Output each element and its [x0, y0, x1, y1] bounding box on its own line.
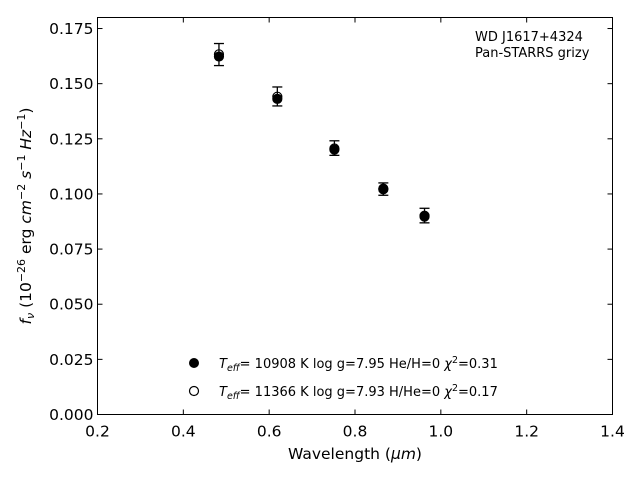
legend-filled-chi-value: =0.31	[458, 357, 498, 372]
legend-open-eff: eff	[227, 391, 241, 402]
y-tick-label: 0.000	[49, 406, 93, 424]
open-marker	[378, 183, 389, 194]
x-tick-label: 0.8	[343, 423, 368, 441]
y-tick-label: 0.150	[49, 75, 93, 93]
x-axis-label-suffix: )	[416, 445, 422, 463]
y-label-exp-neg1a: −1	[15, 155, 28, 171]
y-label-exp-neg1b: −1	[15, 114, 28, 130]
x-tick-label: 1.2	[514, 423, 539, 441]
legend-open-two: 2	[452, 383, 458, 394]
legend-entry-open: Teff= 11366 K log g=7.93 H/He=0 χ2=0.17	[219, 383, 498, 402]
legend-marker-open	[188, 385, 200, 397]
x-tick-label: 0.4	[171, 423, 196, 441]
y-label-exp-neg26: −26	[15, 259, 28, 282]
open-marker	[272, 91, 283, 102]
y-tick-label: 0.050	[49, 296, 93, 314]
y-label-erg: erg	[17, 224, 35, 259]
y-label-close: )	[17, 108, 35, 114]
filled-marker	[213, 51, 225, 62]
x-tick-label: 1.0	[429, 423, 454, 441]
x-axis-ticks: 0.2 0.4 0.6 0.8 1.0 1.2 1.4	[85, 17, 625, 441]
y-label-s: s	[17, 171, 35, 179]
y-label-f: f	[17, 316, 35, 324]
plot-frame	[97, 17, 613, 415]
y-tick-label: 0.175	[49, 20, 93, 38]
legend-marker-filled	[189, 358, 199, 368]
legend-entry-filled: Teff= 10908 K log g=7.95 He/H=0 χ2=0.31	[219, 355, 498, 374]
y-label-exp-neg2: −2	[15, 184, 28, 200]
legend-filled-eff: eff	[227, 363, 241, 374]
filled-marker	[272, 93, 283, 104]
y-label-open: (10	[17, 282, 35, 313]
x-axis-label-prefix: Wavelength (	[288, 445, 391, 463]
y-label-cm: cm	[17, 200, 35, 224]
legend-filled-logg: log g=7.95	[313, 357, 385, 372]
legend-filled-comp: He/H=0	[389, 357, 440, 372]
legend-filled-chi: χ	[443, 357, 453, 372]
y-tick-label: 0.125	[49, 130, 93, 148]
legend-open-logg: log g=7.93	[313, 385, 385, 400]
x-tick-label: 1.4	[600, 423, 625, 441]
legend: Teff= 10908 K log g=7.95 He/H=0 χ2=0.31 …	[188, 355, 498, 402]
y-axis-label: fν (10−26 erg cm−2 s−1 Hz−1)	[15, 108, 37, 325]
open-marker	[213, 49, 225, 60]
legend-filled-teff: = 10908 K	[240, 357, 310, 372]
open-marker	[329, 143, 340, 154]
y-label-hz: Hz	[17, 129, 35, 150]
y-tick-label: 0.100	[49, 185, 93, 203]
annotation-line-1: WD J1617+4324	[475, 30, 583, 45]
legend-filled-T: T	[219, 357, 228, 372]
y-tick-label: 0.025	[49, 351, 93, 369]
y-axis-ticks: 0.000 0.025 0.050 0.075 0.100 0.125 0.150 0.175	[49, 20, 613, 424]
annotation-line-2: Pan-STARRS grizy	[475, 46, 590, 61]
legend-open-chi: χ	[443, 385, 453, 400]
x-tick-label: 0.2	[85, 423, 110, 441]
error-bars	[213, 42, 430, 224]
data-markers	[213, 49, 430, 222]
legend-open-teff: = 11366 K	[240, 385, 310, 400]
y-tick-label: 0.075	[49, 241, 93, 259]
x-axis-label: Wavelength (μm)	[288, 445, 422, 463]
y-label-nu: ν	[24, 313, 37, 319]
x-tick-label: 0.6	[257, 423, 282, 441]
legend-filled-two: 2	[452, 355, 458, 366]
open-marker	[419, 210, 430, 221]
x-axis-label-unit: μm	[390, 445, 416, 463]
legend-open-T: T	[219, 385, 228, 400]
legend-open-chi-value: =0.17	[458, 385, 498, 400]
legend-open-comp: H/He=0	[389, 385, 440, 400]
